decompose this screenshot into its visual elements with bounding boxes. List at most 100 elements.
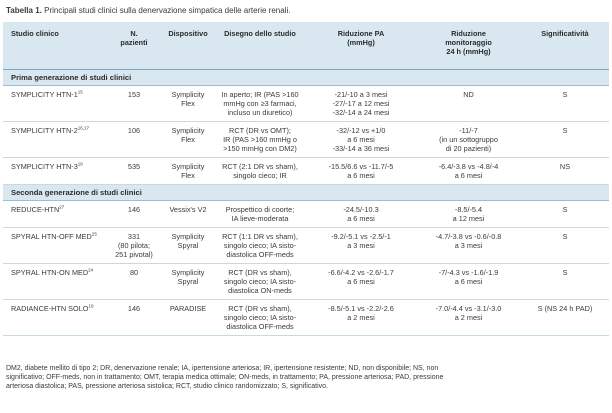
monitoring-cell: -7/-4.3 vs -1.6/-1.9 a 6 mesi <box>416 263 521 300</box>
monitoring-cell-line: -11/-7 <box>459 126 478 135</box>
patients-cell: 331 (80 pilota; 251 pivotal) <box>106 227 162 264</box>
monitoring-cell-line: ND <box>463 90 474 99</box>
device-cell-line: Vessix's V2 <box>169 205 207 214</box>
design-cell-line: incluso un diuretico) <box>227 108 293 117</box>
patients-cell-line: 535 <box>127 162 141 171</box>
patients-cell: 153 <box>106 85 162 122</box>
patients-cell-line: 251 pivotal) <box>115 250 153 259</box>
device-cell: Symplicity Spyral <box>162 227 214 264</box>
study-name: SYMPLICITY HTN-115 <box>3 85 106 122</box>
header-bp: Riduzione PA (mmHg) <box>306 22 416 70</box>
monitoring-cell-line: -8.5/-5.4 <box>454 205 483 214</box>
table-row: SYMPLICITY HTN-216,17 106 Symplicity Flex RC… <box>3 121 609 158</box>
device-cell: Symplicity Spyral <box>162 263 214 300</box>
monitoring-cell-line: a 12 mesi <box>452 214 485 223</box>
design-cell-line: RCT (2:1 DR vs sham), <box>222 162 298 171</box>
monitoring-cell: -8.5/-5.4 a 12 mesi <box>416 200 521 228</box>
monitoring-cell-line: di 20 pazienti) <box>445 144 492 153</box>
bp-cell-line: a 2 mesi <box>347 313 375 322</box>
significance-cell: S <box>521 227 609 264</box>
study-label: RADIANCE-HTN SOLO <box>11 304 89 313</box>
study-reference: 27 <box>59 204 65 210</box>
study-name: SPYRAL HTN-OFF MED25 <box>3 227 106 264</box>
device-cell-line: Symplicity <box>171 268 205 277</box>
bp-cell-line: -24.5/-10.3 <box>343 205 379 214</box>
footnote: DM2, diabete mellito di tipo 2; DR, dene… <box>6 364 606 391</box>
header-significance: Significatività <box>521 22 609 70</box>
design-cell-line: RCT (1:1 DR vs sham), <box>222 232 298 241</box>
bp-cell-line: a 6 mesi <box>347 277 375 286</box>
monitoring-cell-line: a 2 mesi <box>454 313 483 322</box>
patients-cell: 535 <box>106 157 162 185</box>
study-label: SYMPLICITY HTN-2 <box>11 126 78 135</box>
section-header: Seconda generazione di studi clinici <box>3 184 609 201</box>
study-reference: 24 <box>88 267 94 273</box>
design-cell-line: singolo cieco; IA sisto- <box>223 277 297 286</box>
device-cell: Symplicity Flex <box>162 121 214 158</box>
section-header: Prima generazione di studi clinici <box>3 69 609 86</box>
study-name: SYMPLICITY HTN-216,17 <box>3 121 106 158</box>
table-body: Prima generazione di studi clinici SYMPLI… <box>3 69 609 336</box>
device-cell: Symplicity Flex <box>162 157 214 185</box>
study-reference: 18 <box>77 161 83 167</box>
caption-label: Tabella 1. <box>6 6 42 15</box>
design-cell: RCT (DR vs OMT); IR (PAS >160 mmHg o >150 … <box>214 121 306 158</box>
design-cell-line: singolo cieco; IA sisto- <box>223 313 297 322</box>
bp-cell-line: -27/-17 a 12 mesi <box>332 99 390 108</box>
header-bp-line: Riduzione PA <box>337 29 385 38</box>
caption-text: Principali studi clinici sulla denervazi… <box>44 6 291 15</box>
device-cell-line: Symplicity <box>171 126 205 135</box>
bp-cell-line: -15.5/6.6 vs -11.7/-5 <box>328 162 394 171</box>
design-cell-line: diastolica OFF-meds <box>226 250 294 259</box>
bp-cell-line: -32/-12 vs +1/0 <box>336 126 386 135</box>
significance-cell: S <box>521 121 609 158</box>
bp-cell: -21/-10 a 3 mesi -27/-17 a 12 mesi -32/-14… <box>306 85 416 122</box>
bp-cell-line: -9.2/-5.1 vs -2.5/-1 <box>331 232 391 241</box>
device-cell-line: Spyral <box>177 277 199 286</box>
design-cell-line: RCT (DR vs sham), <box>228 268 292 277</box>
study-name: SYMPLICITY HTN-318 <box>3 157 106 185</box>
study-reference: 15 <box>77 89 83 95</box>
patients-cell: 146 <box>106 299 162 336</box>
header-patients: N. pazienti <box>106 22 162 70</box>
bp-cell: -32/-12 vs +1/0 a 6 mesi -33/-14 a 36 mesi <box>306 121 416 158</box>
patients-cell-line: 146 <box>127 205 141 214</box>
header-study: Studio clinico <box>3 22 106 70</box>
study-name: RADIANCE-HTN SOLO19 <box>3 299 106 336</box>
table-row: SYMPLICITY HTN-115 153 Symplicity Flex In ap… <box>3 85 609 122</box>
bp-cell-line: a 6 mesi <box>347 214 375 223</box>
header-design: Disegno dello studio <box>214 22 306 70</box>
monitoring-cell: -11/-7 (in un sottogruppo di 20 pazienti) <box>416 121 521 158</box>
study-label: SPYRAL HTN-ON MED <box>11 268 89 277</box>
clinical-trials-table: Studio clinico N. pazienti Dispositivo D… <box>3 22 609 336</box>
bp-cell: -6.6/-4.2 vs -2.6/-1.7 a 6 mesi <box>306 263 416 300</box>
device-cell-line: Symplicity <box>171 232 205 241</box>
design-cell: Prospettico di coorte; IA lieve-moderata <box>214 200 306 228</box>
patients-cell-line: (80 pilota; <box>117 241 151 250</box>
monitoring-cell-line: a 6 mesi <box>454 171 483 180</box>
monitoring-cell-line: -6.4/-3.8 vs -4.8/-4 <box>438 162 499 171</box>
design-cell-line: diastolica ON-meds <box>228 286 292 295</box>
device-cell-line: Flex <box>181 99 195 108</box>
study-label: SYMPLICITY HTN-1 <box>11 90 78 99</box>
bp-cell-line: a 6 mesi <box>347 171 375 180</box>
patients-cell: 80 <box>106 263 162 300</box>
study-reference: 19 <box>88 303 94 309</box>
patients-cell: 106 <box>106 121 162 158</box>
header-monitoring-line: 24 h (mmHg) <box>446 47 491 56</box>
table-row: SPYRAL HTN-ON MED24 80 Symplicity Spyral RCT… <box>3 263 609 300</box>
device-cell: PARADISE <box>162 299 214 336</box>
design-cell: In aperto; IR (PAS >160 mmHg con ≥3 farma… <box>214 85 306 122</box>
monitoring-cell-line: (in un sottogruppo <box>439 135 498 144</box>
design-cell-line: diastolica OFF-meds <box>226 322 294 331</box>
header-monitoring-line: monitoraggio <box>445 38 492 47</box>
design-cell-line: singolo cieco; IR <box>233 171 287 180</box>
patients-cell-line: 331 <box>127 232 141 241</box>
monitoring-cell-line: -4.7/-3.8 vs -0.6/-0.8 <box>435 232 502 241</box>
device-cell-line: PARADISE <box>169 304 207 313</box>
table-container: Studio clinico N. pazienti Dispositivo D… <box>3 22 609 336</box>
header-patients-line: pazienti <box>120 38 148 47</box>
header-monitoring: Riduzione monitoraggio 24 h (mmHg) <box>416 22 521 70</box>
patients-cell: 146 <box>106 200 162 228</box>
table-caption: Tabella 1. Principali studi clinici sull… <box>6 6 290 15</box>
